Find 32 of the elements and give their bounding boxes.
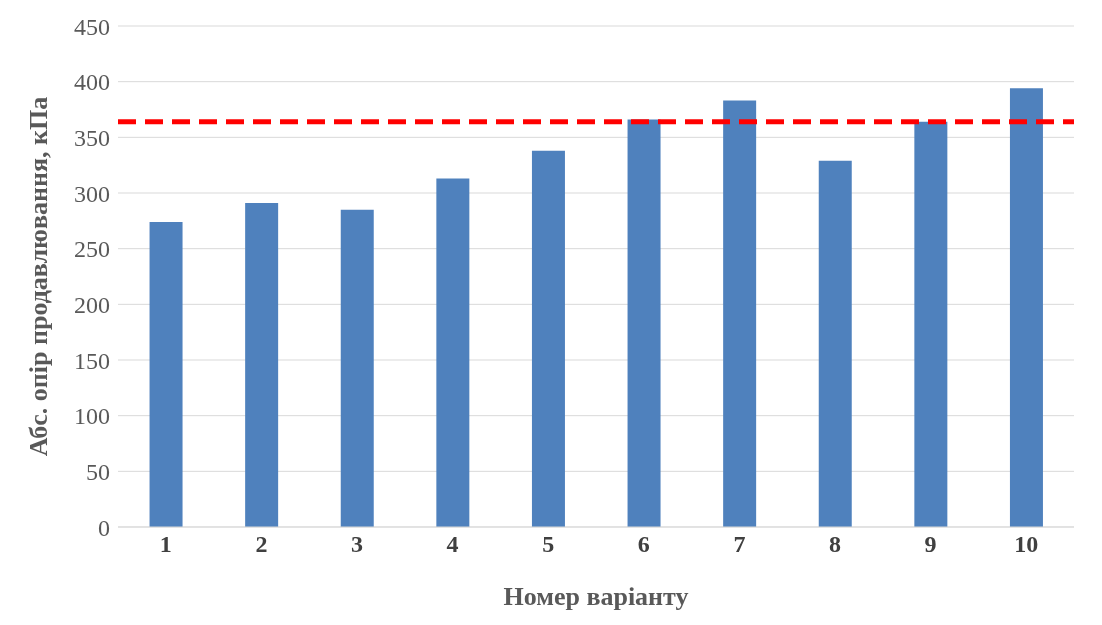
bar bbox=[531, 150, 565, 527]
y-tick-label: 50 bbox=[86, 458, 110, 485]
bar bbox=[723, 100, 757, 527]
bar bbox=[818, 160, 852, 527]
bar bbox=[914, 121, 948, 527]
bar bbox=[245, 203, 279, 527]
x-tick-label: 10 bbox=[1014, 531, 1039, 558]
y-tick-label: 450 bbox=[74, 13, 110, 40]
y-tick-label: 200 bbox=[74, 291, 110, 318]
x-tick-label: 4 bbox=[446, 531, 459, 558]
x-tick-label: 5 bbox=[542, 531, 555, 558]
x-tick-label: 6 bbox=[637, 531, 650, 558]
x-tick-label: 9 bbox=[924, 531, 937, 558]
x-tick-label: 2 bbox=[255, 531, 268, 558]
y-axis-title: Абс. опір продавлювання, кПа bbox=[24, 96, 54, 457]
y-tick-label: 0 bbox=[98, 514, 110, 541]
x-axis-title: Номер варіанту bbox=[503, 582, 689, 612]
y-tick-label: 100 bbox=[74, 403, 110, 430]
x-tick-label: 8 bbox=[829, 531, 841, 558]
bar bbox=[149, 221, 183, 527]
y-tick-label: 400 bbox=[74, 69, 110, 96]
y-tick-label: 350 bbox=[74, 124, 110, 151]
bar bbox=[627, 119, 661, 527]
x-tick-label: 1 bbox=[159, 531, 172, 558]
x-tick-label: 3 bbox=[351, 531, 363, 558]
y-tick-label: 300 bbox=[74, 180, 110, 207]
bar bbox=[1009, 88, 1043, 527]
x-tick-label: 7 bbox=[733, 531, 746, 558]
y-tick-label: 150 bbox=[74, 347, 110, 374]
bar bbox=[436, 178, 470, 527]
bar bbox=[340, 209, 374, 527]
y-tick-label: 250 bbox=[74, 236, 110, 263]
